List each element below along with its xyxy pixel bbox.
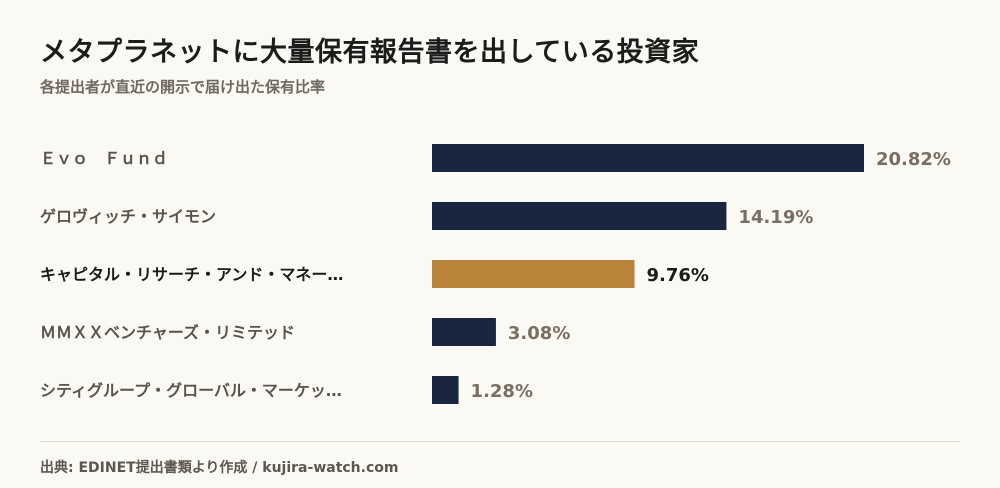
category-label: ゲロヴィッチ・サイモン (40, 207, 216, 226)
category-label: キャピタル・リサーチ・アンド・マネー… (40, 265, 343, 284)
bar (432, 260, 635, 288)
chart-title: メタプラネットに大量保有報告書を出している投資家 (40, 37, 700, 68)
source-note: 出典: EDINET提出書類より作成 / kujira-watch.com (40, 460, 399, 476)
bar (432, 318, 496, 346)
data-label: 3.08% (508, 323, 570, 344)
data-label: 9.76% (647, 265, 709, 286)
bar (432, 202, 727, 230)
category-label: ＭＭＸＸベンチャーズ・リミテッド (40, 323, 295, 342)
data-label: 20.82% (876, 149, 951, 170)
chart-subtitle: 各提出者が直近の開示で届け出た保有比率 (40, 78, 326, 96)
data-label: 1.28% (471, 381, 533, 402)
footer-divider (40, 441, 960, 442)
bar (432, 144, 864, 172)
bar (432, 376, 459, 404)
category-label: Ｅｖｏ Ｆｕｎｄ (40, 149, 168, 168)
data-label: 14.19% (738, 207, 813, 228)
category-label: シティグループ・グローバル・マーケッ… (40, 381, 342, 400)
